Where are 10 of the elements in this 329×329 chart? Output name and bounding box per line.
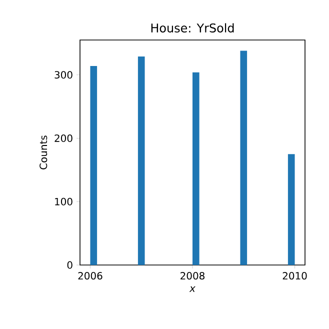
y-tick-label: 300 xyxy=(54,71,72,79)
y-tick-label: 200 xyxy=(54,134,72,142)
x-tick-label: 2006 xyxy=(78,272,102,280)
chart-title: House: YrSold xyxy=(151,23,234,32)
y-tick-label: 100 xyxy=(55,198,72,206)
y-axis-title: Counts xyxy=(40,136,48,170)
x-tick-label: 2008 xyxy=(180,272,204,280)
y-tick-label: 0 xyxy=(67,261,72,269)
x-axis-title: x xyxy=(189,286,196,292)
x-tick-label: 2010 xyxy=(282,272,307,280)
